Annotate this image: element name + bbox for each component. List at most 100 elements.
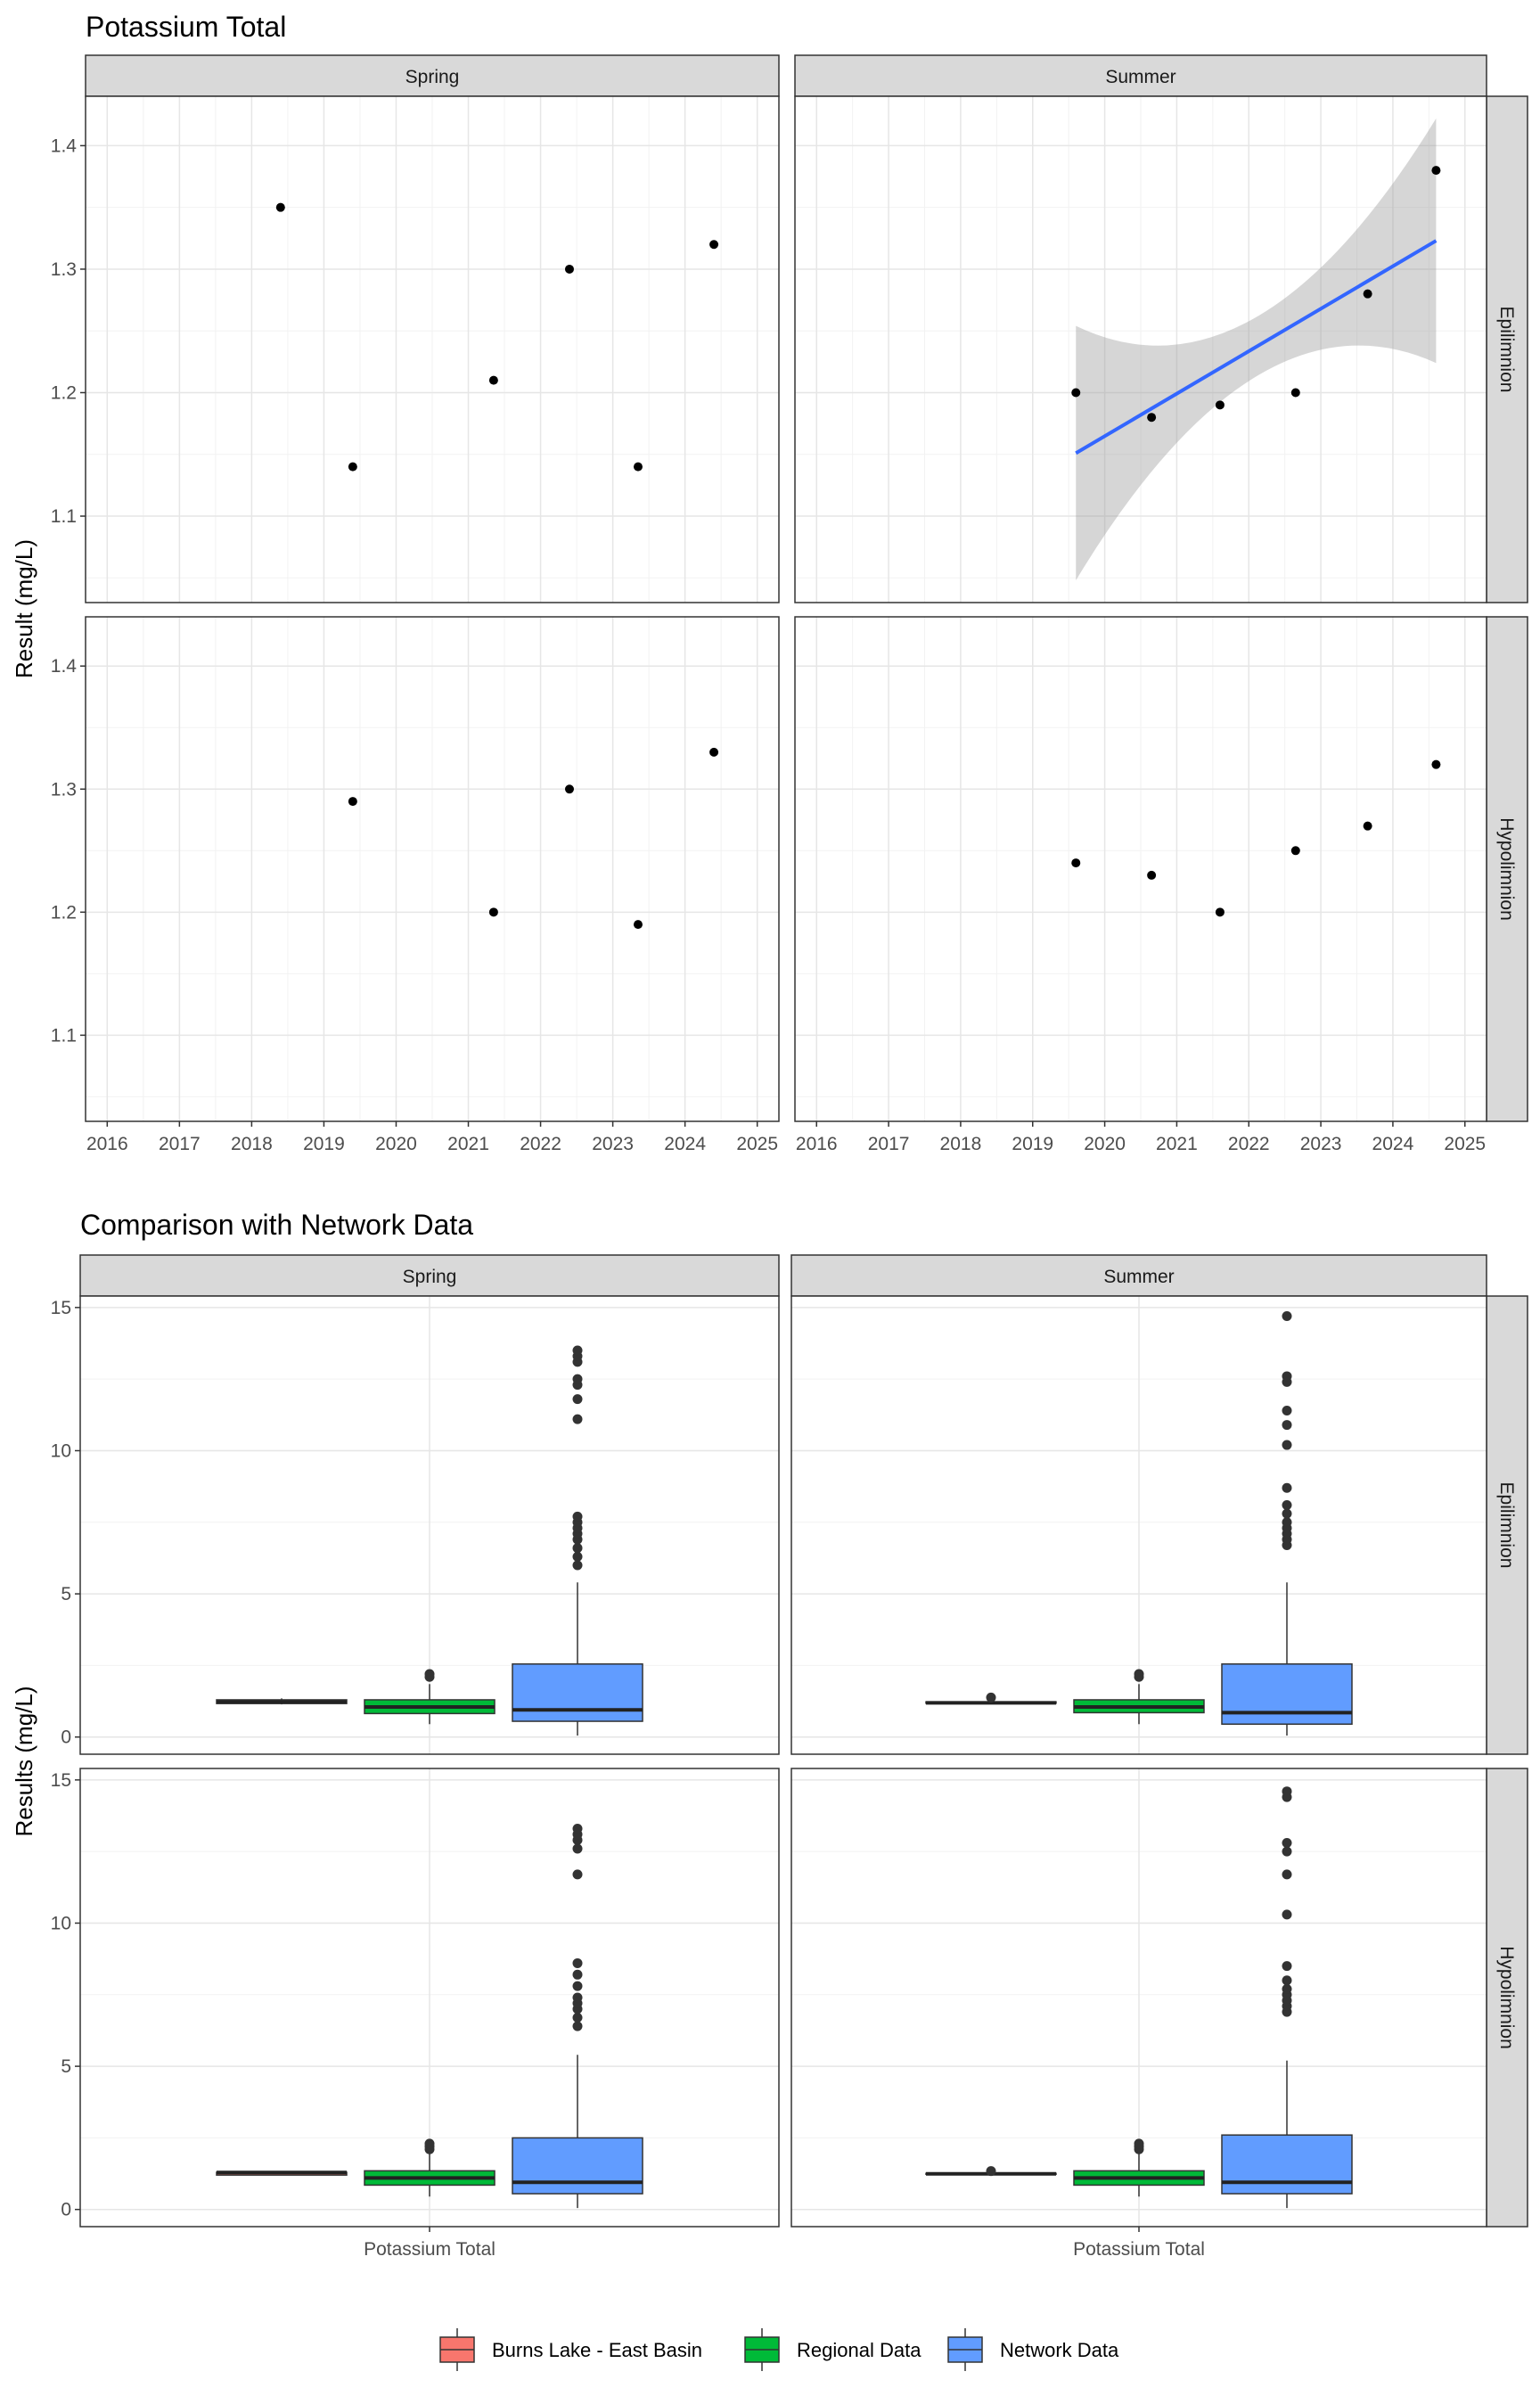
- box-body: [1221, 1663, 1353, 1726]
- panel-border: [794, 616, 1487, 1122]
- box-regional-data: [1073, 2138, 1205, 2197]
- outlier-point: [1282, 1786, 1292, 1797]
- x-tick-label: 2018: [231, 1134, 273, 1154]
- data-point: [1363, 821, 1372, 831]
- x-tick-label: 2016: [86, 1134, 128, 1154]
- box-network-data: [512, 1345, 643, 1736]
- panel-border: [85, 616, 780, 1122]
- x-tick-label: 2025: [1444, 1134, 1486, 1154]
- box-regional-data: [364, 1669, 496, 1725]
- panel-spring-epilimnion: [85, 95, 780, 603]
- outlier-point: [1282, 1961, 1292, 1972]
- facet-strip-label: Spring: [403, 1267, 457, 1287]
- data-point: [1290, 388, 1300, 398]
- box-burns-lake-east-basin: [216, 2170, 348, 2176]
- outlier-point: [424, 2138, 435, 2149]
- x-tick-label: 2020: [1084, 1134, 1126, 1154]
- x-tick-label: 2022: [1228, 1134, 1270, 1154]
- outlier-point: [572, 1969, 583, 1980]
- data-point: [1431, 759, 1441, 769]
- facet-strip-epilimnion: [1486, 1295, 1528, 1755]
- panel-summer-epilimnion: [790, 1295, 1487, 1755]
- outlier-point: [1282, 1482, 1292, 1493]
- outlier-point: [986, 1692, 996, 1703]
- data-point: [488, 375, 498, 385]
- outlier-point: [1282, 1508, 1292, 1519]
- outlier-point: [1282, 1909, 1292, 1920]
- data-point: [564, 264, 574, 274]
- facet-strip-label: Spring: [405, 67, 460, 87]
- data-point: [709, 240, 719, 250]
- x-tick-label: 2021: [447, 1134, 489, 1154]
- x-tick-label: Potassium Total: [364, 2239, 496, 2260]
- x-tick-label: 2017: [159, 1134, 201, 1154]
- y-tick-label: 0: [61, 2200, 71, 2220]
- outlier-point: [1282, 1406, 1292, 1415]
- data-point: [275, 202, 285, 212]
- data-point: [1290, 846, 1300, 856]
- x-tick-label: 2019: [1012, 1134, 1053, 1154]
- x-tick-label: 2023: [592, 1134, 634, 1154]
- panel-border: [79, 1295, 780, 1755]
- outlier-point: [572, 2021, 583, 2031]
- outlier-point: [572, 1843, 583, 1854]
- facet-strip-spring: [85, 54, 780, 97]
- legend-label: Regional Data: [797, 2339, 922, 2361]
- outlier-point: [1282, 1420, 1292, 1431]
- data-point: [1071, 858, 1081, 868]
- outlier-point: [572, 1543, 583, 1554]
- facet-strip-spring: [79, 1254, 780, 1297]
- facet-strip-label: Epilimnion: [1496, 307, 1517, 393]
- y-axis-title: Result (mg/L): [11, 539, 37, 678]
- chart-title-2: Comparison with Network Data: [80, 1209, 473, 1241]
- x-tick-label: 2016: [796, 1134, 838, 1154]
- outlier-point: [572, 1511, 583, 1522]
- x-tick-label: 2018: [940, 1134, 982, 1154]
- data-point: [1215, 907, 1225, 917]
- box-regional-data: [1073, 1669, 1205, 1725]
- y-tick-label: 1.3: [51, 259, 77, 280]
- panel-spring-hypolimnion: [85, 616, 780, 1122]
- x-tick-label: 2024: [1372, 1134, 1414, 1154]
- outlier-point: [1282, 1517, 1292, 1528]
- box-burns-lake-east-basin: [925, 1692, 1057, 1705]
- y-tick-label: 1.3: [51, 779, 77, 800]
- data-point: [1431, 166, 1441, 176]
- panel-summer-hypolimnion: [790, 1768, 1487, 2228]
- y-tick-label: 1.2: [51, 902, 77, 923]
- data-point: [564, 784, 574, 794]
- facet-strip-epilimnion: [1486, 95, 1528, 603]
- data-point: [633, 920, 643, 930]
- y-tick-label: 1.1: [51, 506, 77, 527]
- outlier-point: [1282, 1500, 1292, 1511]
- y-tick-label: 0: [61, 1727, 71, 1748]
- x-tick-label: 2022: [520, 1134, 561, 1154]
- legend: Burns Lake - East Basin Regional Data Netw…: [439, 2328, 1119, 2371]
- y-tick-label: 1.1: [51, 1025, 77, 1046]
- facet-strip-label: Summer: [1103, 1267, 1174, 1287]
- data-point: [1147, 413, 1157, 423]
- outlier-point: [986, 2166, 996, 2177]
- outlier-point: [1282, 1846, 1292, 1857]
- outlier-point: [572, 1394, 583, 1405]
- outlier-point: [1282, 1371, 1292, 1382]
- x-tick-label: 2024: [664, 1134, 706, 1154]
- y-axis-title: Results (mg/L): [11, 1686, 37, 1836]
- y-tick-label: 1.2: [51, 382, 77, 403]
- outlier-point: [572, 1560, 583, 1571]
- facet-strip-label: Hypolimnion: [1496, 817, 1517, 921]
- x-tick-label: Potassium Total: [1073, 2239, 1205, 2260]
- trend-line: [1075, 239, 1438, 455]
- outlier-point: [572, 1981, 583, 1991]
- outlier-point: [1134, 1671, 1144, 1682]
- data-point: [348, 462, 357, 472]
- outlier-point: [572, 1345, 583, 1356]
- facet-strip-label: Epilimnion: [1496, 1482, 1517, 1569]
- data-point: [1215, 400, 1225, 410]
- outlier-point: [1134, 2138, 1144, 2149]
- box-network-data: [1221, 1310, 1353, 1736]
- panel-spring-epilimnion: [79, 1295, 780, 1755]
- outlier-point: [572, 1551, 583, 1562]
- data-point: [348, 797, 357, 807]
